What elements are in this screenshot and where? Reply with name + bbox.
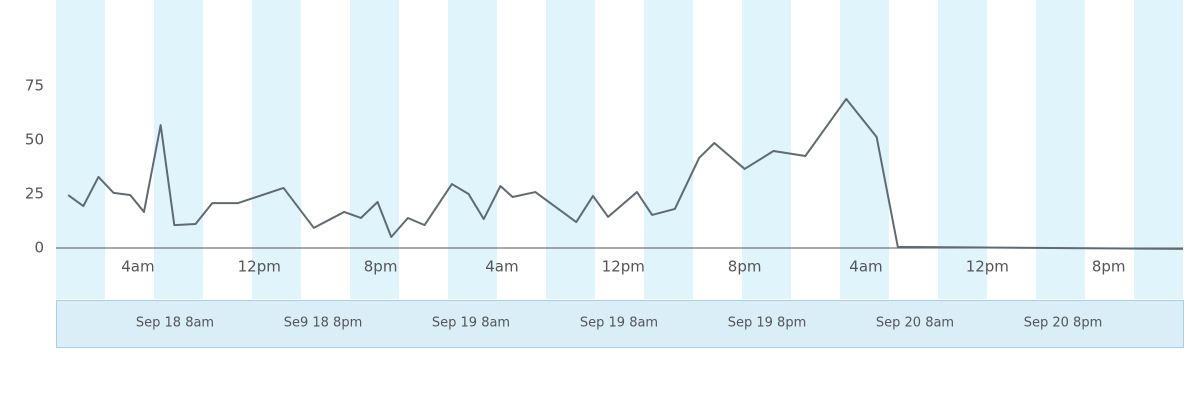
plot-band — [1134, 0, 1183, 299]
y-tick-label: 50 — [25, 130, 44, 148]
x-tick-label: 8pm — [364, 258, 398, 276]
navigator-label: Sep 19 8pm — [728, 316, 807, 331]
navigator — [56, 300, 1184, 348]
y-tick-label: 0 — [34, 239, 44, 257]
navigator-label: Sep 18 8am — [136, 316, 214, 331]
plot-band — [154, 0, 203, 299]
plot-band — [840, 0, 889, 299]
plot-band — [252, 0, 301, 299]
plot-band — [546, 0, 595, 299]
y-tick-label: 75 — [25, 76, 44, 94]
x-tick-label: 12pm — [966, 258, 1009, 276]
plot-band — [644, 0, 693, 299]
plot-band — [448, 0, 497, 299]
plot-band — [56, 0, 105, 299]
plot-band — [1036, 0, 1085, 299]
plot-band — [938, 0, 987, 299]
x-tick-label: 4am — [849, 258, 882, 276]
x-tick-label: 12pm — [238, 258, 281, 276]
x-tick-label: 8pm — [728, 258, 762, 276]
data-line — [67, 97, 1184, 250]
x-tick-label: 4am — [121, 258, 154, 276]
navigator-label: Sep 20 8am — [876, 316, 954, 331]
x-tick-label: 4am — [485, 258, 518, 276]
navigator-label: Sep 19 8am — [432, 316, 510, 331]
navigator-label: Se9 18 8pm — [284, 316, 363, 331]
plot-band — [742, 0, 791, 299]
x-tick-label: 12pm — [602, 258, 645, 276]
x-tick-label: 8pm — [1092, 258, 1126, 276]
plot-band — [350, 0, 399, 299]
y-tick-label: 25 — [25, 185, 44, 203]
navigator-label: Sep 20 8pm — [1024, 316, 1103, 331]
navigator-label: Sep 19 8am — [580, 316, 658, 331]
